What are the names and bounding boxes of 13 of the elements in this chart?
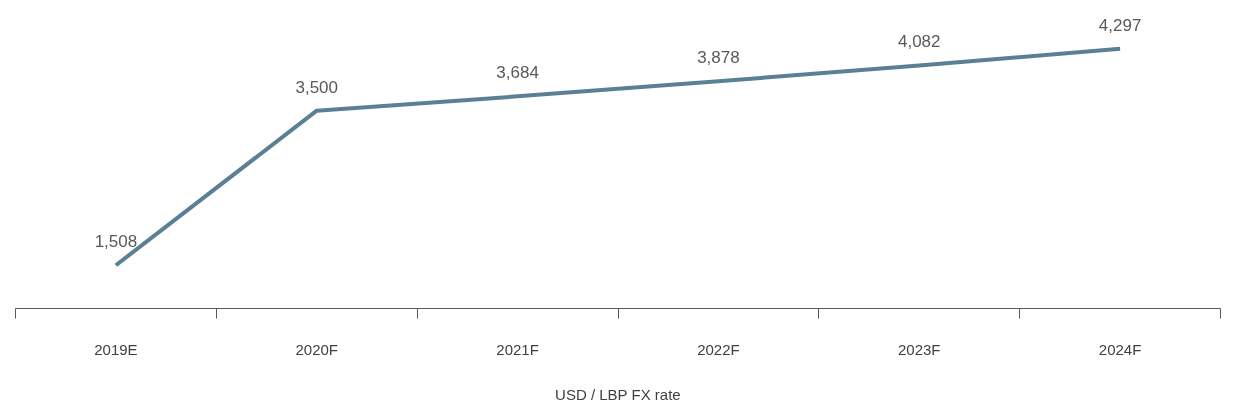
data-label: 4,297 bbox=[1098, 15, 1142, 35]
data-label: 4,082 bbox=[897, 32, 941, 52]
x-tick-label: 2022F bbox=[697, 340, 740, 358]
x-tick-label: 2020F bbox=[295, 340, 339, 358]
x-tick-label: 2024F bbox=[1098, 340, 1142, 358]
data-label: 3,878 bbox=[697, 48, 740, 68]
x-axis-title: USD / LBP FX rate bbox=[555, 385, 681, 403]
data-label: 3,684 bbox=[496, 63, 539, 83]
data-label: 3,500 bbox=[295, 77, 339, 97]
x-tick-label: 2023F bbox=[897, 340, 941, 358]
x-tick-label: 2021F bbox=[496, 340, 539, 358]
x-tick-label: 2019E bbox=[94, 340, 138, 358]
data-label: 1,508 bbox=[94, 232, 138, 252]
